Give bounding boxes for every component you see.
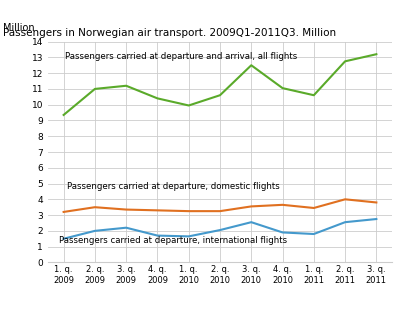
Text: Million: Million [3, 23, 35, 33]
Text: Passengers carried at departure, domestic flights: Passengers carried at departure, domesti… [67, 182, 280, 191]
Text: Passengers in Norwegian air transport. 2009Q1-2011Q3. Million: Passengers in Norwegian air transport. 2… [3, 28, 336, 38]
Text: Passengers carried at departure, international flights: Passengers carried at departure, interna… [59, 236, 287, 245]
Text: Passengers carried at departure and arrival, all flights: Passengers carried at departure and arri… [65, 52, 298, 60]
